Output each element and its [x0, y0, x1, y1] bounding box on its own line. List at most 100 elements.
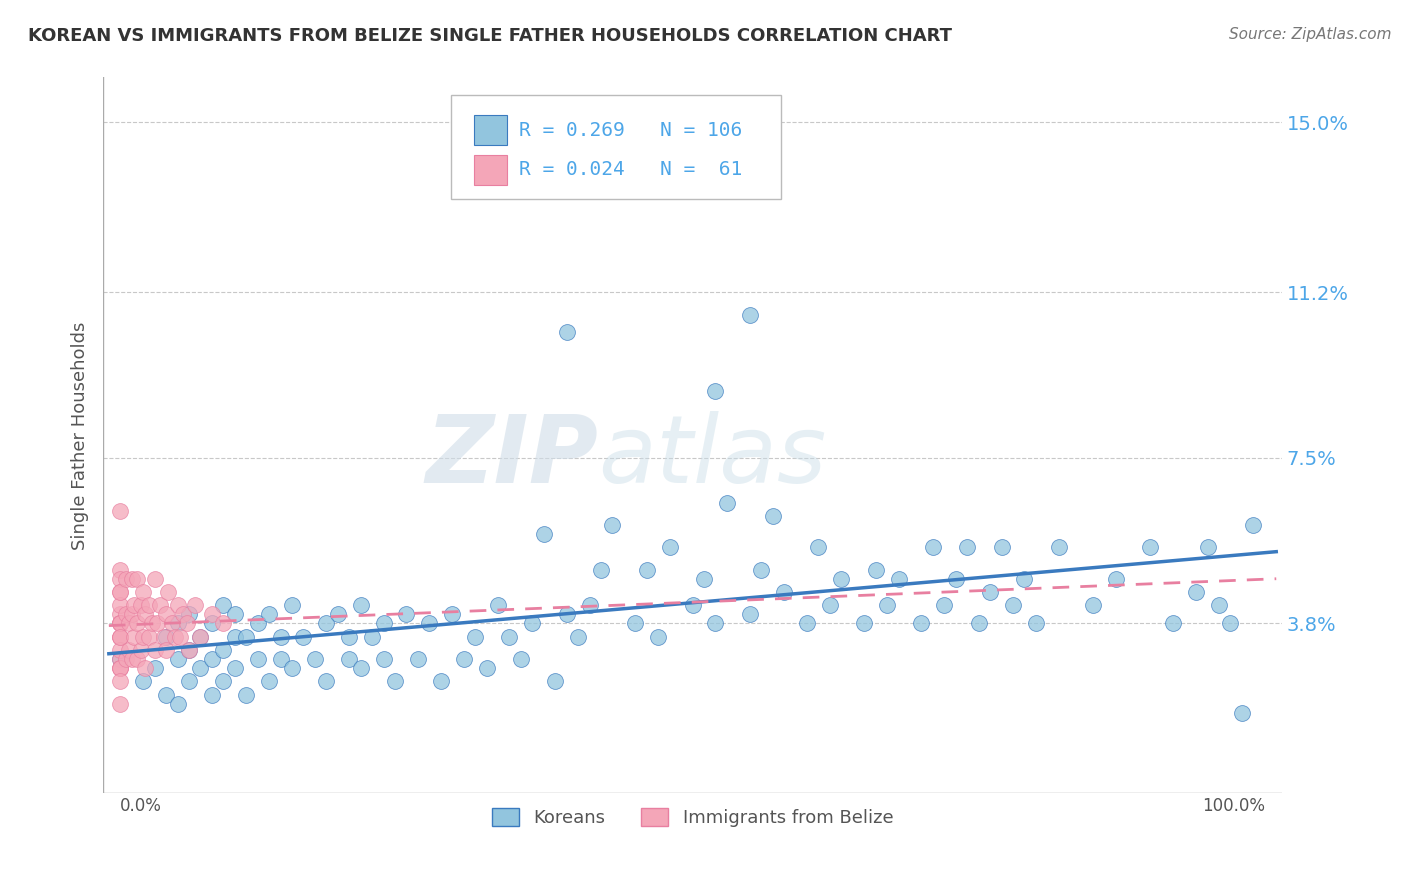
Point — [160, 616, 183, 631]
Point — [350, 599, 373, 613]
Point — [453, 652, 475, 666]
Point — [418, 616, 440, 631]
Point — [110, 674, 132, 689]
Point — [224, 661, 246, 675]
Point — [475, 661, 498, 675]
Point — [224, 607, 246, 622]
Point — [326, 607, 349, 622]
Point — [118, 643, 141, 657]
Point — [384, 674, 406, 689]
Point — [1081, 599, 1104, 613]
Point — [110, 643, 132, 657]
Point — [647, 630, 669, 644]
Point — [127, 572, 149, 586]
Point — [658, 541, 681, 555]
Point — [155, 688, 177, 702]
Point — [224, 630, 246, 644]
Text: R = 0.269   N = 106: R = 0.269 N = 106 — [519, 121, 742, 140]
Point — [361, 630, 384, 644]
Point — [887, 572, 910, 586]
Point — [509, 652, 531, 666]
Point — [110, 697, 132, 711]
Y-axis label: Single Father Households: Single Father Households — [72, 321, 89, 549]
Point — [567, 630, 589, 644]
Point — [865, 563, 887, 577]
Text: ZIP: ZIP — [426, 411, 598, 503]
Point — [373, 652, 395, 666]
Point — [1208, 599, 1230, 613]
Point — [876, 599, 898, 613]
Point — [183, 599, 205, 613]
Point — [498, 630, 520, 644]
Point — [990, 541, 1012, 555]
Point — [155, 630, 177, 644]
Point — [169, 630, 191, 644]
Point — [395, 607, 418, 622]
Point — [246, 616, 269, 631]
Point — [350, 661, 373, 675]
Point — [127, 616, 149, 631]
Point — [853, 616, 876, 631]
Point — [141, 616, 163, 631]
Point — [636, 563, 658, 577]
Point — [132, 585, 155, 599]
Point — [1197, 541, 1219, 555]
Point — [201, 607, 224, 622]
Point — [143, 661, 166, 675]
Point — [134, 661, 156, 675]
Point — [704, 384, 727, 398]
Point — [602, 517, 624, 532]
Text: R = 0.024   N =  61: R = 0.024 N = 61 — [519, 161, 742, 179]
FancyBboxPatch shape — [474, 115, 508, 145]
Point — [1161, 616, 1184, 631]
Point — [134, 607, 156, 622]
Point — [177, 643, 200, 657]
Point — [406, 652, 429, 666]
Point — [1025, 616, 1047, 631]
Point — [716, 495, 738, 509]
FancyBboxPatch shape — [474, 154, 508, 185]
Point — [110, 572, 132, 586]
Point — [281, 599, 304, 613]
Point — [149, 599, 172, 613]
Point — [1185, 585, 1208, 599]
Point — [110, 652, 132, 666]
Point — [922, 541, 945, 555]
Point — [270, 652, 292, 666]
Point — [110, 630, 132, 644]
Point — [979, 585, 1001, 599]
Point — [257, 607, 280, 622]
Point — [1001, 599, 1024, 613]
Point — [110, 563, 132, 577]
Point — [1105, 572, 1128, 586]
Point — [235, 630, 257, 644]
Point — [749, 563, 772, 577]
Point — [121, 572, 143, 586]
Point — [132, 674, 155, 689]
Point — [201, 652, 224, 666]
Point — [127, 652, 149, 666]
Text: KOREAN VS IMMIGRANTS FROM BELIZE SINGLE FATHER HOUSEHOLDS CORRELATION CHART: KOREAN VS IMMIGRANTS FROM BELIZE SINGLE … — [28, 27, 952, 45]
Text: atlas: atlas — [598, 411, 827, 502]
Point — [486, 599, 509, 613]
Point — [270, 630, 292, 644]
Point — [110, 661, 132, 675]
Point — [190, 661, 212, 675]
Point — [315, 674, 337, 689]
Point — [910, 616, 932, 631]
Point — [1219, 616, 1241, 631]
Point — [121, 607, 143, 622]
Point — [1241, 517, 1264, 532]
Point — [110, 504, 132, 518]
Point — [738, 308, 761, 322]
Point — [257, 674, 280, 689]
Point — [304, 652, 326, 666]
Point — [110, 616, 132, 631]
Point — [110, 630, 132, 644]
Point — [152, 630, 174, 644]
Point — [129, 599, 152, 613]
Point — [143, 643, 166, 657]
Point — [533, 526, 555, 541]
Point — [967, 616, 990, 631]
Point — [441, 607, 464, 622]
